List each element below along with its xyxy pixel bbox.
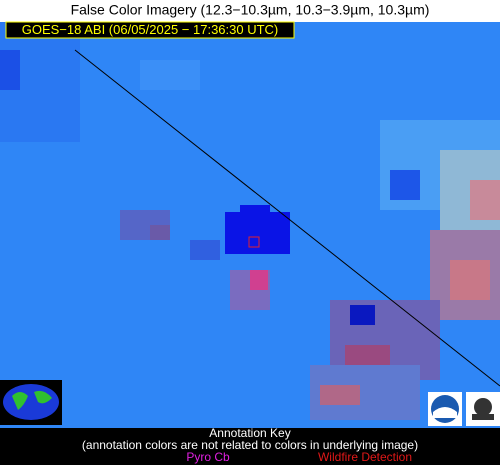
image-label: GOES−18 ABI (06/05/2025 − 17:36:30 UTC) (22, 22, 279, 37)
key-title: Annotation Key (209, 426, 290, 440)
imagery (0, 22, 500, 428)
boundary-line (74, 49, 500, 387)
key-bar (0, 428, 500, 465)
title: False Color Imagery (12.3−10.3µm, 10.3−3… (71, 2, 430, 18)
title-bar (0, 0, 500, 22)
label-box (5, 21, 295, 39)
key-item: Wildfire Detection (318, 450, 412, 464)
wildfire-marker (248, 236, 260, 248)
key-item: Pyro Cb (186, 450, 230, 464)
key-note: (annotation colors are not related to co… (82, 438, 418, 452)
